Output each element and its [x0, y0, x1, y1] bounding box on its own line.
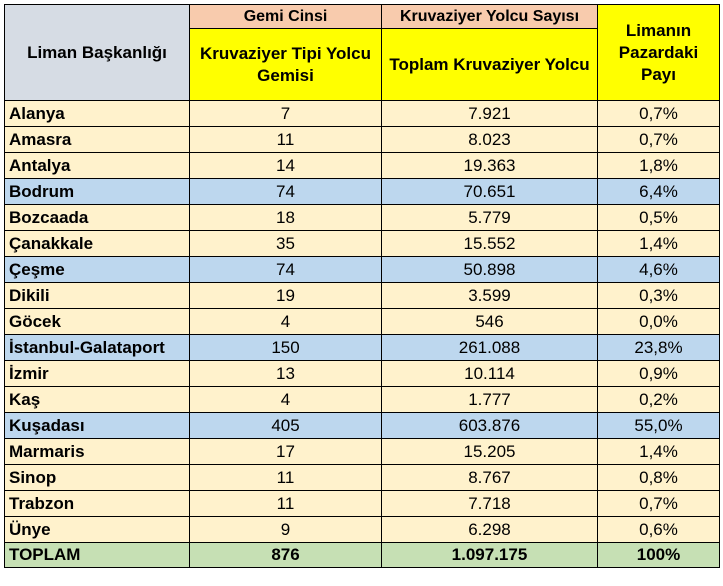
table-row: İstanbul-Galataport 150 261.088 23,8%: [4, 334, 720, 361]
passenger-count: 7.718: [381, 490, 598, 517]
passenger-count: 7.921: [381, 100, 598, 127]
table-row: Kuşadası 405 603.876 55,0%: [4, 412, 720, 439]
port-name: Trabzon: [4, 490, 190, 517]
header-gemi-sub: Kruvaziyer Tipi Yolcu Gemisi: [189, 28, 382, 101]
port-name: Dikili: [4, 282, 190, 309]
passenger-count: 15.552: [381, 230, 598, 257]
passenger-count: 8.023: [381, 126, 598, 153]
table-row: Alanya 7 7.921 0,7%: [4, 100, 720, 127]
total-row: TOPLAM 876 1.097.175 100%: [4, 542, 720, 568]
market-share: 0,7%: [597, 490, 720, 517]
ship-count: 18: [189, 204, 382, 231]
total-share: 100%: [597, 542, 720, 568]
table-row: Amasra 11 8.023 0,7%: [4, 126, 720, 153]
market-share: 4,6%: [597, 256, 720, 283]
ship-count: 150: [189, 334, 382, 361]
table-row: Ünye 9 6.298 0,6%: [4, 516, 720, 543]
port-name: Marmaris: [4, 438, 190, 465]
passenger-count: 261.088: [381, 334, 598, 361]
ship-count: 14: [189, 152, 382, 179]
market-share: 0,3%: [597, 282, 720, 309]
port-name: Ünye: [4, 516, 190, 543]
market-share: 0,9%: [597, 360, 720, 387]
market-share: 55,0%: [597, 412, 720, 439]
port-name: İzmir: [4, 360, 190, 387]
ship-count: 9: [189, 516, 382, 543]
header-pay: Limanın Pazardaki Payı: [597, 4, 720, 101]
table-row: Dikili 19 3.599 0,3%: [4, 282, 720, 309]
port-name: Alanya: [4, 100, 190, 127]
port-name: Bozcaada: [4, 204, 190, 231]
ship-count: 74: [189, 256, 382, 283]
market-share: 0,7%: [597, 126, 720, 153]
market-share: 0,0%: [597, 308, 720, 335]
market-share: 1,4%: [597, 230, 720, 257]
table-row: Göcek 4 546 0,0%: [4, 308, 720, 335]
market-share: 23,8%: [597, 334, 720, 361]
cruise-passenger-table: Liman Başkanlığı Gemi Cinsi Kruvaziyer Y…: [4, 4, 720, 568]
ship-count: 405: [189, 412, 382, 439]
port-name: Göcek: [4, 308, 190, 335]
passenger-count: 10.114: [381, 360, 598, 387]
ship-count: 11: [189, 490, 382, 517]
passenger-count: 603.876: [381, 412, 598, 439]
passenger-count: 15.205: [381, 438, 598, 465]
header-yolcu-sayisi: Kruvaziyer Yolcu Sayısı: [381, 4, 598, 29]
ship-count: 4: [189, 308, 382, 335]
header-liman: Liman Başkanlığı: [4, 4, 190, 101]
ship-count: 35: [189, 230, 382, 257]
market-share: 0,8%: [597, 464, 720, 491]
passenger-count: 70.651: [381, 178, 598, 205]
table-row: Bozcaada 18 5.779 0,5%: [4, 204, 720, 231]
port-name: Kaş: [4, 386, 190, 413]
market-share: 0,2%: [597, 386, 720, 413]
market-share: 1,4%: [597, 438, 720, 465]
market-share: 0,6%: [597, 516, 720, 543]
total-passengers: 1.097.175: [381, 542, 598, 568]
port-name: Sinop: [4, 464, 190, 491]
table-row: Trabzon 11 7.718 0,7%: [4, 490, 720, 517]
ship-count: 11: [189, 126, 382, 153]
table-row: İzmir 13 10.114 0,9%: [4, 360, 720, 387]
port-name: İstanbul-Galataport: [4, 334, 190, 361]
passenger-count: 546: [381, 308, 598, 335]
passenger-count: 1.777: [381, 386, 598, 413]
market-share: 0,7%: [597, 100, 720, 127]
table-row: Kaş 4 1.777 0,2%: [4, 386, 720, 413]
ship-count: 74: [189, 178, 382, 205]
passenger-count: 50.898: [381, 256, 598, 283]
passenger-count: 6.298: [381, 516, 598, 543]
table-row: Sinop 11 8.767 0,8%: [4, 464, 720, 491]
header-gemi-cinsi: Gemi Cinsi: [189, 4, 382, 29]
ship-count: 7: [189, 100, 382, 127]
total-ships: 876: [189, 542, 382, 568]
table-row: Bodrum 74 70.651 6,4%: [4, 178, 720, 205]
market-share: 0,5%: [597, 204, 720, 231]
ship-count: 4: [189, 386, 382, 413]
ship-count: 17: [189, 438, 382, 465]
ship-count: 19: [189, 282, 382, 309]
port-name: Çanakkale: [4, 230, 190, 257]
table-row: Antalya 14 19.363 1,8%: [4, 152, 720, 179]
total-label: TOPLAM: [4, 542, 190, 568]
port-name: Bodrum: [4, 178, 190, 205]
market-share: 6,4%: [597, 178, 720, 205]
table-body: Alanya 7 7.921 0,7% Amasra 11 8.023 0,7% Antalya…: [4, 100, 720, 543]
passenger-count: 3.599: [381, 282, 598, 309]
port-name: Antalya: [4, 152, 190, 179]
market-share: 1,8%: [597, 152, 720, 179]
table-row: Çanakkale 35 15.552 1,4%: [4, 230, 720, 257]
passenger-count: 5.779: [381, 204, 598, 231]
port-name: Çeşme: [4, 256, 190, 283]
header-yolcu-sub: Toplam Kruvaziyer Yolcu: [381, 28, 598, 101]
port-name: Amasra: [4, 126, 190, 153]
ship-count: 13: [189, 360, 382, 387]
passenger-count: 8.767: [381, 464, 598, 491]
table-row: Çeşme 74 50.898 4,6%: [4, 256, 720, 283]
table-row: Marmaris 17 15.205 1,4%: [4, 438, 720, 465]
port-name: Kuşadası: [4, 412, 190, 439]
passenger-count: 19.363: [381, 152, 598, 179]
ship-count: 11: [189, 464, 382, 491]
